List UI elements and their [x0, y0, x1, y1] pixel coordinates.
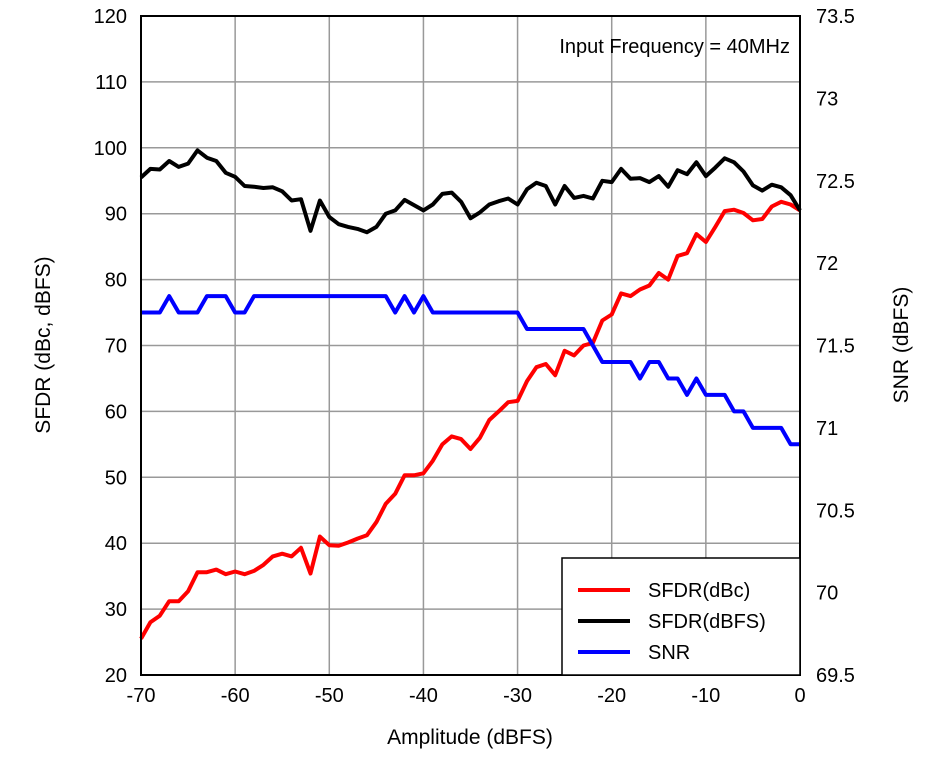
x-tick-label: -30: [503, 685, 532, 707]
x-axis-label: Amplitude (dBFS): [387, 726, 553, 749]
y-tick-label: 90: [105, 204, 127, 226]
y-tick-label: 20: [105, 665, 127, 687]
y2-tick-label: 72: [816, 253, 838, 275]
y2-tick-label: 70: [816, 583, 838, 605]
x-tick-label: -20: [597, 685, 626, 707]
series-lines: [139, 148, 802, 640]
series-line-sfdr-dbfs-: [139, 148, 802, 235]
series-line-snr: [141, 294, 800, 447]
tick-labels: -70 -60 -50 -40 -30 -20 -10 0 20 30 40 50 60 70 80 90 10…: [94, 6, 855, 707]
legend: SFDR(dBc) SFDR(dBFS) SNR: [561, 557, 801, 676]
y-tick-label: 80: [105, 270, 127, 292]
legend-label: SFDR(dBc): [648, 580, 750, 602]
y-tick-label: 100: [94, 138, 127, 160]
y-tick-label: 40: [105, 533, 127, 555]
y2-tick-label: 73.5: [816, 6, 855, 28]
y-axis-label: SFDR (dBc, dBFS): [32, 256, 55, 433]
legend-label: SNR: [648, 642, 690, 664]
y-tick-label: 120: [94, 6, 127, 28]
x-tick-label: -50: [315, 685, 344, 707]
y-tick-label: 70: [105, 336, 127, 358]
x-tick-label: -10: [691, 685, 720, 707]
x-tick-label: -70: [127, 685, 156, 707]
y2-tick-label: 69.5: [816, 665, 855, 687]
plot-frame: [140, 15, 801, 676]
annotation: Input Frequency = 40MHz: [559, 36, 790, 58]
x-tick-label: 0: [794, 685, 805, 707]
y-tick-label: 60: [105, 401, 127, 423]
legend-label: SFDR(dBFS): [648, 611, 766, 633]
y2-tick-label: 70.5: [816, 500, 855, 522]
series-line-sfdr-dbc-: [139, 199, 802, 640]
y2-axis-label: SNR (dBFS): [890, 287, 913, 404]
y-tick-label: 30: [105, 599, 127, 621]
y-tick-label: 110: [95, 72, 127, 94]
legend-box: [561, 557, 801, 676]
y2-tick-label: 71: [816, 418, 838, 440]
x-tick-label: -60: [221, 685, 250, 707]
grid: [140, 15, 801, 676]
y-tick-label: 50: [105, 467, 127, 489]
y2-tick-label: 73: [816, 88, 838, 110]
y2-tick-label: 71.5: [816, 336, 855, 358]
x-tick-label: -40: [409, 685, 438, 707]
y2-tick-label: 72.5: [816, 171, 855, 193]
